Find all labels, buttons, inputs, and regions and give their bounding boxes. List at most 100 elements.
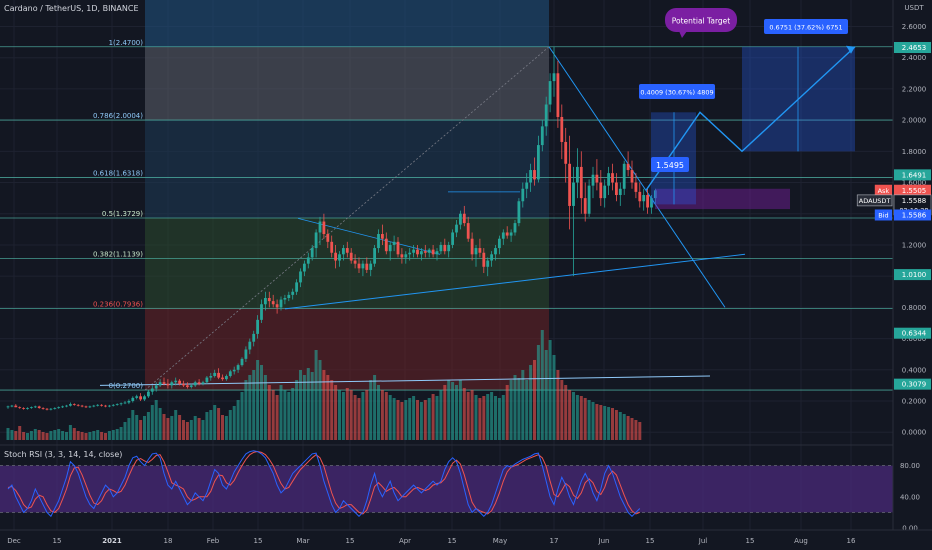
time-axis-label: Jul [698, 537, 708, 545]
candle-body [158, 382, 162, 386]
time-axis-label: 15 [646, 537, 655, 545]
volume-bar [353, 395, 357, 440]
volume-bar [536, 345, 540, 440]
candle-body [22, 408, 25, 409]
time-axis-label: Apr [399, 537, 411, 545]
candle-body [443, 244, 447, 252]
price-badge [894, 269, 931, 281]
volume-bar [638, 422, 642, 440]
candle-body [381, 234, 384, 239]
price-axis-tick: 0.4000 [902, 366, 927, 374]
candle-body [209, 376, 213, 378]
volume-bar [119, 427, 123, 440]
price-badge-label: 0.6344 [902, 330, 927, 338]
time-axis-label: Aug [794, 537, 808, 545]
volume-bar [607, 407, 611, 440]
candle-body [466, 223, 470, 239]
candle-body [384, 238, 388, 252]
volume-bar [224, 416, 228, 440]
volume-bar [392, 398, 396, 440]
candle-body [525, 182, 529, 189]
candle-body [72, 404, 76, 405]
candle-body [69, 404, 72, 406]
volume-bar [213, 405, 217, 440]
candle-body [205, 377, 209, 383]
candle-body [217, 372, 220, 378]
volume-bar [599, 405, 603, 440]
candle-body [291, 291, 295, 295]
candle-body [349, 252, 353, 261]
price-badge [894, 327, 931, 339]
candle-body [314, 232, 318, 249]
candle-body [88, 406, 92, 408]
volume-bar [127, 418, 131, 440]
volume-bar [279, 385, 283, 440]
candle-body [41, 408, 45, 409]
volume-bar [583, 398, 587, 440]
symbol-title: Cardano / TetherUS, 1D, BINANCE [4, 4, 139, 13]
time-axis-label: 17 [550, 537, 559, 545]
volume-bar [306, 368, 310, 440]
volume-bar [458, 380, 462, 440]
candle-body [521, 188, 525, 202]
volume-bar [552, 355, 556, 440]
candle-body [408, 252, 412, 255]
price-badge-tag-label: Bid [878, 211, 888, 219]
candle-body [26, 408, 29, 409]
candle-body [427, 249, 431, 253]
candle-body [6, 406, 10, 408]
candle-body [201, 382, 205, 384]
candle-body [501, 232, 505, 239]
volume-bar [380, 390, 384, 440]
volume-bar [447, 380, 451, 440]
candle-body [154, 385, 158, 389]
candle-body [642, 195, 646, 202]
volume-bar [84, 433, 88, 440]
fib-zone [145, 308, 549, 391]
potential-target-bubble[interactable] [665, 8, 737, 32]
volume-bar [287, 392, 291, 440]
measure-label-box-2 [764, 19, 848, 34]
candle-body [579, 166, 583, 199]
candle-body [334, 252, 337, 261]
candle-body [607, 173, 610, 186]
stoch-rsi-k-line [7, 450, 641, 518]
volume-bar [271, 390, 275, 440]
time-axis-label: May [493, 537, 507, 545]
candle-body [244, 349, 248, 359]
volume-bar [221, 415, 224, 440]
volume-bar [427, 398, 431, 440]
time-axis-label: 18 [164, 537, 173, 545]
time-axis-label: Feb [207, 537, 220, 545]
candle-body [33, 406, 37, 408]
candle-body [630, 170, 634, 183]
fib-zone [145, 120, 549, 178]
candle-body [225, 376, 228, 380]
candle-body [494, 248, 497, 255]
volume-bar [579, 396, 583, 440]
volume-bar [412, 396, 416, 440]
volume-bar [170, 416, 174, 440]
candle-body [330, 241, 334, 253]
volume-bar [497, 398, 501, 440]
volume-bar [435, 396, 439, 440]
volume-bar [248, 375, 252, 440]
fib-level-label: 0.236(0.7936) [93, 300, 143, 308]
price-axis-tick: 1.8000 [902, 148, 927, 156]
candle-body [135, 396, 139, 398]
candle-body [638, 191, 642, 202]
volume-bar [178, 415, 182, 440]
time-axis-label: 15 [746, 537, 755, 545]
price-badge-label: 2.4653 [902, 44, 927, 52]
fib-level-label: 0.786(2.0004) [93, 112, 143, 120]
candle-body [587, 185, 591, 214]
volume-bar [41, 432, 45, 440]
potential-target-pointer [679, 31, 687, 38]
candle-body [618, 188, 622, 196]
price-axis-tick: 1.6000 [902, 179, 927, 187]
candle-body [186, 385, 189, 387]
volume-bar [158, 408, 162, 440]
volume-bar [369, 380, 373, 440]
